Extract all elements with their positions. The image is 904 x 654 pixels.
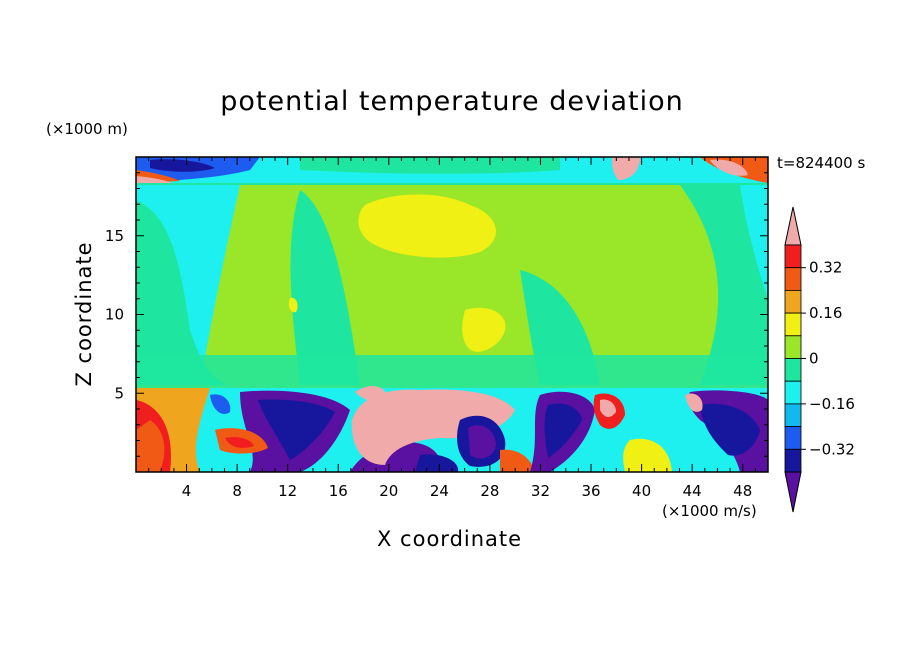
colorbar-label: 0: [809, 350, 819, 368]
time-label: t=824400 s: [777, 154, 866, 172]
colorbar-band: [784, 426, 802, 450]
colorbar-label: −0.32: [809, 440, 855, 458]
colorbar-label: −0.16: [809, 395, 855, 413]
x-tick-label: 40: [632, 482, 651, 500]
colorbar-band: [784, 244, 802, 269]
x-tick-label: 44: [683, 482, 702, 500]
x-tick-label: 16: [329, 482, 348, 500]
colorbar-band: [784, 358, 802, 382]
x-tick-label: 28: [480, 482, 499, 500]
colorbar-band: [784, 312, 802, 337]
colorbar-bottom-arrow: [784, 471, 802, 513]
colorbar-label: 0.32: [809, 259, 842, 277]
x-tick-label: 12: [278, 482, 297, 500]
chart-title: potential temperature deviation: [220, 86, 684, 117]
colorbar-top-arrow: [784, 206, 802, 246]
x-tick-label: 4: [182, 482, 192, 500]
y-tick-label: 5: [114, 384, 124, 402]
colorbar-band: [784, 448, 802, 473]
x-axis-label: X coordinate: [377, 527, 523, 551]
x-ticks: 4 8 12 16 20 24 28 32 36 40 44 48: [148, 157, 756, 500]
x-tick-label: 8: [232, 482, 242, 500]
x-tick-label: 48: [733, 482, 752, 500]
colorbar-band: [784, 403, 802, 427]
y-tick-label: 10: [105, 306, 124, 324]
y-units-label: (×1000 m): [46, 120, 128, 138]
colorbar: 0.32 0.16 0 −0.16 −0.32: [784, 206, 855, 513]
x-tick-label: 24: [430, 482, 449, 500]
x-tick-label: 36: [581, 482, 600, 500]
y-ticks: 5 10 15: [105, 172, 768, 457]
colorbar-band: [784, 289, 802, 314]
colorbar-band: [784, 335, 802, 359]
y-tick-label: 15: [105, 227, 124, 245]
colorbar-band: [784, 380, 802, 405]
colorbar-label: 0.16: [809, 304, 842, 322]
x-tick-label: 20: [379, 482, 398, 500]
x-units-label: (×1000 m/s): [662, 502, 757, 520]
colorbar-band: [784, 267, 802, 291]
x-tick-label: 32: [531, 482, 550, 500]
contour-field: [136, 157, 768, 472]
